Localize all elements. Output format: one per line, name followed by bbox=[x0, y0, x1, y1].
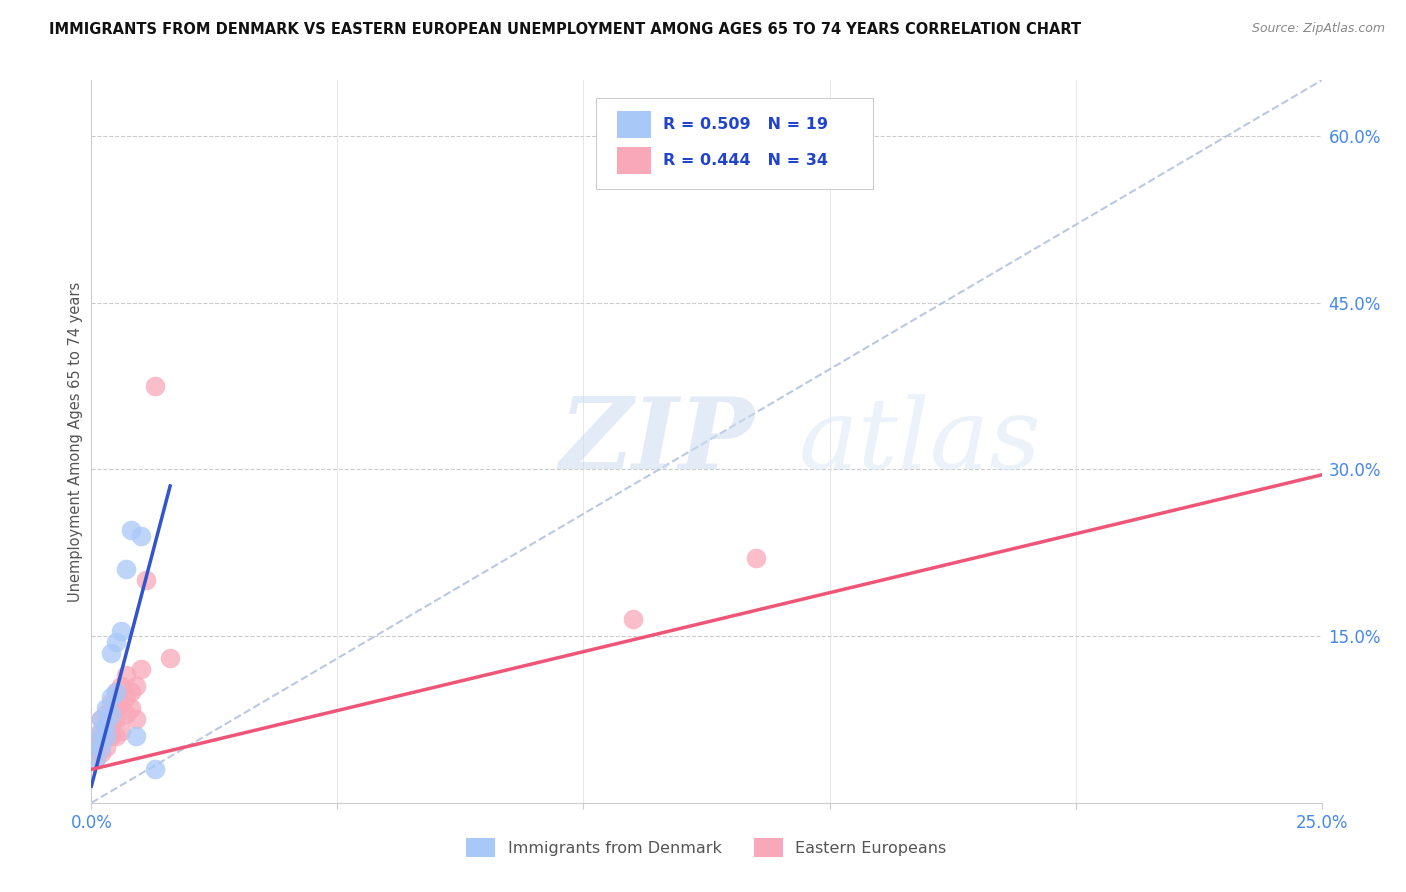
Text: R = 0.509   N = 19: R = 0.509 N = 19 bbox=[664, 117, 828, 132]
Text: R = 0.444   N = 34: R = 0.444 N = 34 bbox=[664, 153, 828, 168]
Bar bbox=[617, 111, 651, 138]
Point bbox=[90, 746, 112, 760]
Point bbox=[110, 679, 132, 693]
Point bbox=[96, 706, 117, 721]
Point bbox=[100, 646, 122, 660]
Point bbox=[100, 696, 122, 710]
Point bbox=[114, 706, 138, 721]
Point bbox=[621, 612, 644, 626]
Point bbox=[124, 679, 146, 693]
Point bbox=[105, 634, 127, 648]
Point bbox=[105, 684, 127, 698]
Y-axis label: Unemployment Among Ages 65 to 74 years: Unemployment Among Ages 65 to 74 years bbox=[67, 281, 83, 602]
Point bbox=[120, 524, 142, 538]
Point bbox=[90, 713, 112, 727]
Point bbox=[100, 690, 122, 705]
Point bbox=[114, 562, 138, 576]
Point bbox=[129, 662, 152, 676]
Text: IMMIGRANTS FROM DENMARK VS EASTERN EUROPEAN UNEMPLOYMENT AMONG AGES 65 TO 74 YEA: IMMIGRANTS FROM DENMARK VS EASTERN EUROP… bbox=[49, 22, 1081, 37]
Point bbox=[86, 734, 108, 748]
Point bbox=[124, 729, 146, 743]
Point bbox=[114, 690, 138, 705]
Point bbox=[145, 379, 166, 393]
Point bbox=[96, 718, 117, 732]
Point bbox=[159, 651, 181, 665]
Point bbox=[96, 701, 117, 715]
Point bbox=[90, 723, 112, 738]
Point bbox=[105, 684, 127, 698]
Point bbox=[100, 729, 122, 743]
Point bbox=[96, 740, 117, 755]
Text: Source: ZipAtlas.com: Source: ZipAtlas.com bbox=[1251, 22, 1385, 36]
Point bbox=[90, 723, 112, 738]
Point bbox=[110, 723, 132, 738]
Point bbox=[90, 740, 112, 755]
Point bbox=[114, 668, 138, 682]
Point bbox=[86, 734, 108, 748]
Point bbox=[120, 684, 142, 698]
Point bbox=[100, 718, 122, 732]
Point bbox=[105, 701, 127, 715]
Point bbox=[110, 696, 132, 710]
Point bbox=[86, 740, 108, 755]
Point bbox=[124, 713, 146, 727]
FancyBboxPatch shape bbox=[596, 98, 873, 189]
Point bbox=[86, 751, 108, 765]
Point bbox=[129, 529, 152, 543]
Point bbox=[145, 763, 166, 777]
Point bbox=[90, 713, 112, 727]
Text: atlas: atlas bbox=[799, 394, 1042, 489]
Point bbox=[105, 713, 127, 727]
Point bbox=[745, 551, 768, 566]
Point bbox=[105, 729, 127, 743]
Point bbox=[135, 574, 156, 588]
Point bbox=[90, 729, 112, 743]
Point bbox=[86, 751, 108, 765]
Legend: Immigrants from Denmark, Eastern Europeans: Immigrants from Denmark, Eastern Europea… bbox=[460, 831, 953, 863]
Point bbox=[100, 706, 122, 721]
Bar bbox=[617, 147, 651, 174]
Text: ZIP: ZIP bbox=[558, 393, 754, 490]
Point bbox=[120, 701, 142, 715]
Point bbox=[96, 729, 117, 743]
Point bbox=[96, 729, 117, 743]
Point bbox=[96, 718, 117, 732]
Point bbox=[110, 624, 132, 638]
